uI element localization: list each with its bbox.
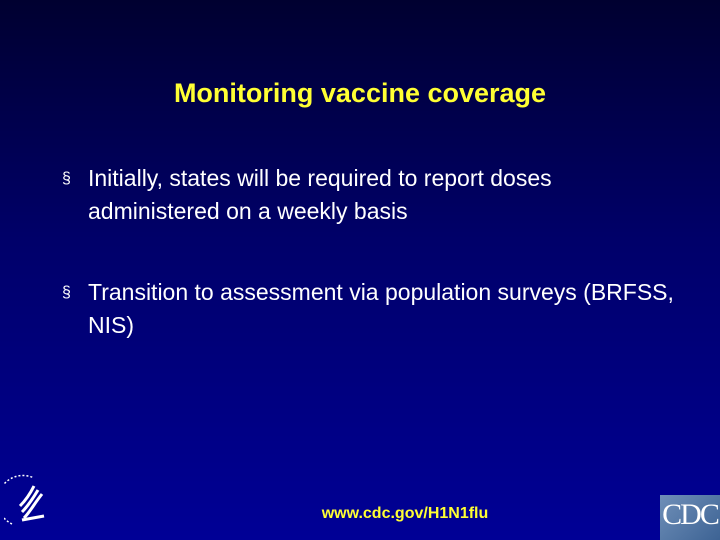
footer-url-link[interactable]: www.cdc.gov/H1N1flu bbox=[321, 505, 489, 522]
bullet-item: § Initially, states will be required to … bbox=[62, 162, 682, 228]
bullet-marker: § bbox=[62, 170, 71, 187]
bullet-text: Transition to assessment via population … bbox=[88, 279, 674, 338]
bullet-item: § Transition to assessment via populatio… bbox=[62, 276, 682, 342]
hhs-eagle-logo-icon bbox=[4, 474, 45, 525]
bullet-marker: § bbox=[62, 284, 71, 301]
cdc-logo: CDC bbox=[660, 495, 720, 540]
slide-title: Monitoring vaccine coverage bbox=[173, 78, 547, 108]
bullet-text: Initially, states will be required to re… bbox=[88, 165, 552, 224]
